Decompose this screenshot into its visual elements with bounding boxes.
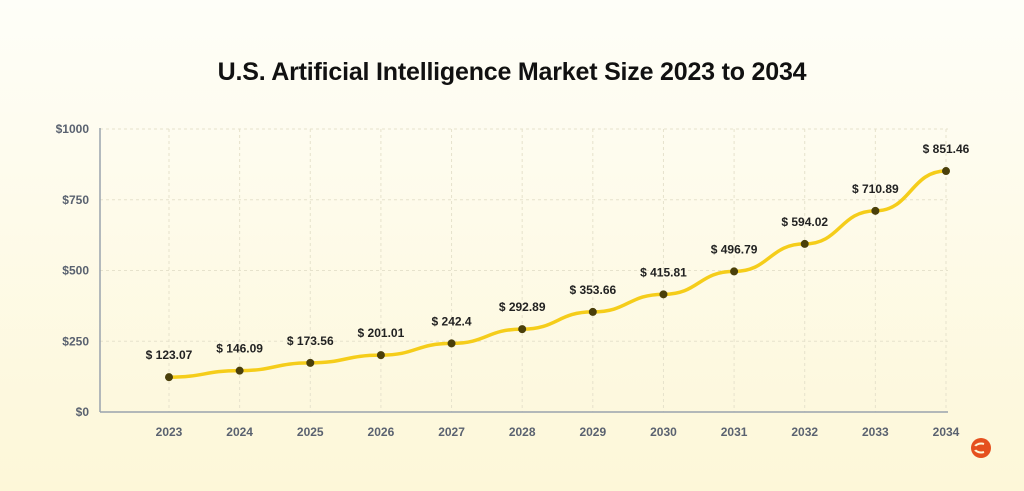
data-label: $ 496.79 (711, 242, 758, 256)
data-label: $ 123.07 (146, 348, 193, 362)
y-tick-label: $250 (62, 334, 89, 348)
data-point (518, 325, 527, 334)
data-point (235, 366, 244, 375)
y-tick-label: $1000 (56, 122, 90, 136)
data-point (800, 239, 809, 248)
data-label: $ 201.01 (358, 326, 405, 340)
x-tick-label: 2024 (226, 425, 253, 439)
data-label: $ 851.46 (923, 142, 970, 156)
chart-title: U.S. Artificial Intelligence Market Size… (217, 58, 807, 86)
x-tick-label: 2023 (156, 425, 183, 439)
x-tick-label: 2034 (933, 425, 960, 439)
data-label: $ 146.09 (216, 342, 263, 356)
x-tick-label: 2026 (368, 425, 395, 439)
y-tick-label: $750 (62, 193, 89, 207)
data-label: $ 594.02 (781, 215, 828, 229)
x-tick-label: 2032 (791, 425, 818, 439)
data-point (165, 373, 173, 382)
x-tick-label: 2031 (721, 425, 748, 439)
series-line (168, 169, 947, 379)
data-point (871, 206, 880, 215)
data-point (306, 358, 315, 367)
x-tick-label: 2033 (862, 425, 889, 439)
brand-logo (971, 438, 991, 458)
data-point (730, 267, 739, 276)
x-tick-label: 2029 (579, 425, 606, 439)
y-tick-label: $0 (76, 405, 90, 419)
data-point (659, 290, 668, 299)
data-point (447, 339, 456, 348)
data-point (376, 351, 385, 360)
data-label: $ 292.89 (499, 300, 546, 314)
x-tick-label: 2028 (509, 425, 536, 439)
data-label: $ 415.81 (640, 265, 687, 279)
data-point (588, 307, 597, 316)
y-tick-label: $500 (62, 264, 89, 278)
x-tick-label: 2025 (297, 425, 324, 439)
data-label: $ 353.66 (569, 283, 616, 297)
data-label: $ 710.89 (852, 182, 899, 196)
x-tick-label: 2027 (438, 425, 465, 439)
data-label: $ 173.56 (287, 334, 334, 348)
data-point (942, 167, 950, 176)
data-label: $ 242.4 (432, 314, 472, 328)
x-tick-label: 2030 (650, 425, 677, 439)
